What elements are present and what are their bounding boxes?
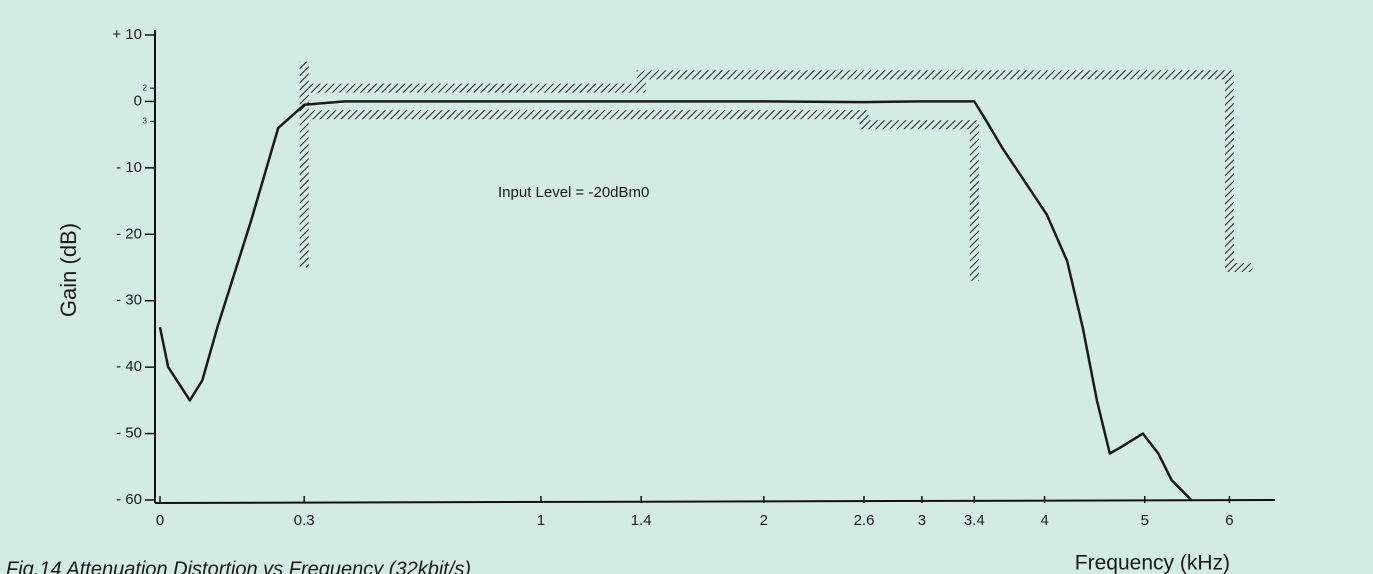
x-tick-label: 4	[1040, 512, 1048, 529]
x-tick-label: 2	[760, 512, 768, 529]
y-tick-label: - 30	[116, 292, 142, 309]
x-tick-label: 0.3	[294, 512, 315, 529]
caption: Fig.14 Attenuation Distortion vs Frequen…	[6, 558, 471, 574]
y-tick-label: - 60	[116, 491, 142, 508]
mask-limit	[304, 110, 979, 281]
x-tick-label: 1	[537, 512, 545, 529]
x-tick-label: 6	[1225, 512, 1233, 529]
x-tick-label: 3.4	[964, 512, 985, 529]
y-tick-label: - 20	[116, 225, 142, 242]
x-axis-label: Frequency (kHz)	[1075, 552, 1230, 574]
y-tick-label: + 10	[112, 26, 142, 43]
y-axis-label: Gain (dB)	[56, 223, 81, 317]
y-minor-tick-label: 3	[143, 116, 148, 125]
x-axis	[154, 499, 1276, 504]
x-tick-label: 2.6	[854, 512, 875, 529]
y-tick-label: - 40	[116, 358, 142, 375]
y-minor-tick-label: 2	[143, 83, 148, 92]
y-tick-label: 0	[134, 92, 142, 109]
mask-limit	[304, 70, 1253, 272]
annotation: Input Level = -20dBm0	[498, 184, 649, 201]
x-tick-label: 5	[1141, 512, 1149, 529]
series-line	[158, 100, 1193, 501]
y-tick-label: - 50	[116, 425, 142, 442]
y-tick-label: - 10	[116, 159, 142, 176]
x-tick-label: 3	[918, 512, 926, 529]
x-tick-label: 0	[156, 512, 164, 529]
x-tick-label: 1.4	[631, 512, 652, 529]
